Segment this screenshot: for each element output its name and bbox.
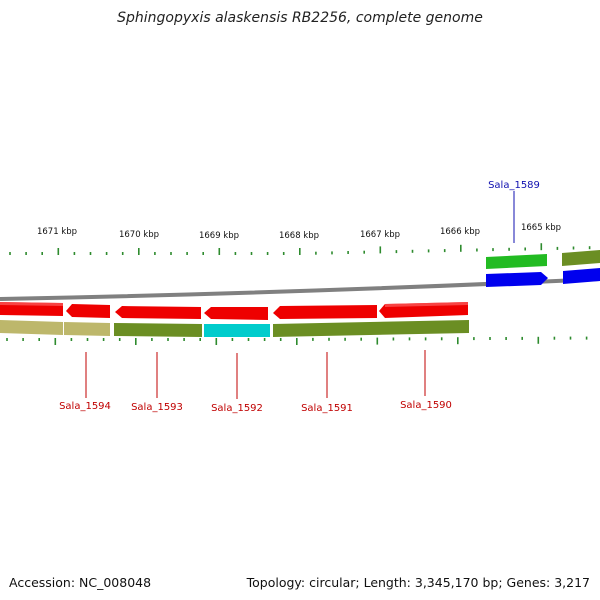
gene-sala-1591-cds[interactable] <box>204 307 268 320</box>
tick-row-lower <box>6 336 588 345</box>
gene-sala-1589-cds[interactable] <box>486 272 548 287</box>
kbp-label-1666: 1666 kbp <box>440 227 480 237</box>
gene-sala-1592-cds[interactable] <box>115 306 201 319</box>
genome-summary-text: Topology: circular; Length: 3,345,170 bp… <box>246 575 590 590</box>
feature-khaki-1[interactable] <box>0 320 63 335</box>
gene-label-sala-1594[interactable]: Sala_1594 <box>59 401 111 412</box>
kbp-label-1671: 1671 kbp <box>37 227 77 237</box>
gene-label-sala-1590[interactable]: Sala_1590 <box>400 400 452 411</box>
gene-label-sala-1591[interactable]: Sala_1591 <box>301 403 353 414</box>
forward-track <box>486 250 600 287</box>
genome-title: Sphingopyxis alaskensis RB2256, complete… <box>117 10 483 26</box>
gene-sala-1589-green[interactable] <box>486 254 547 269</box>
gene-next-olive[interactable] <box>562 250 600 266</box>
kbp-label-1665: 1665 kbp <box>521 223 561 233</box>
kbp-label-1669: 1669 kbp <box>199 231 239 241</box>
kbp-label-1668: 1668 kbp <box>279 231 319 241</box>
kbp-label-1670: 1670 kbp <box>119 230 159 240</box>
accession-text: Accession: NC_008048 <box>9 575 152 590</box>
gene-next-blue[interactable] <box>563 268 600 284</box>
gene-label-sala-1593[interactable]: Sala_1593 <box>131 402 183 413</box>
gene-sala-1591b-cds[interactable] <box>273 305 377 319</box>
gene-labels: Sala_1594 Sala_1593 Sala_1592 Sala_1591 … <box>59 180 540 414</box>
feature-cyan-1[interactable] <box>204 324 270 337</box>
cds-track-red <box>0 302 468 320</box>
gene-sala-1593-cds[interactable] <box>66 304 110 318</box>
tick-row-upper <box>9 243 591 255</box>
gene-label-sala-1592[interactable]: Sala_1592 <box>211 403 263 414</box>
gene-label-sala-1589[interactable]: Sala_1589 <box>488 180 540 191</box>
function-track <box>0 320 469 337</box>
kbp-label-1667: 1667 kbp <box>360 230 400 240</box>
feature-khaki-2[interactable] <box>64 322 110 336</box>
feature-olive-1[interactable] <box>114 323 202 337</box>
feature-olive-2[interactable] <box>273 320 469 337</box>
